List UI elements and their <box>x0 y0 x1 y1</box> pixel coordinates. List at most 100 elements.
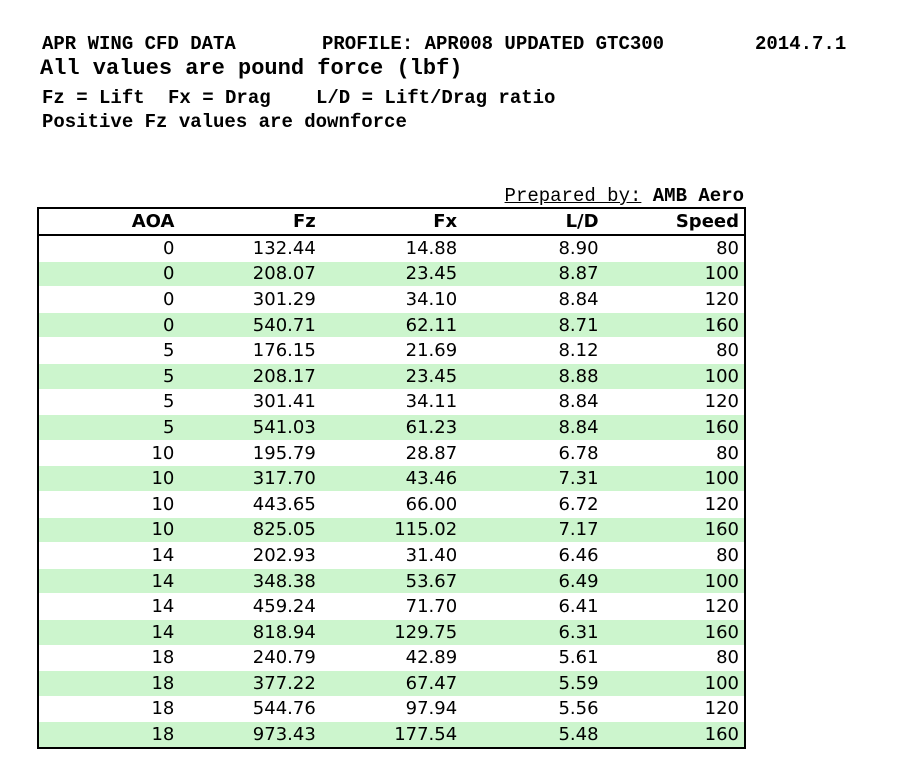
table-cell: 115.02 <box>320 516 463 543</box>
table-cell: 202.93 <box>179 542 321 569</box>
table-cell: 176.15 <box>179 337 321 364</box>
table-cell: 7.31 <box>462 465 604 492</box>
table-cell: 14 <box>38 567 180 594</box>
table-cell: 21.69 <box>320 337 463 364</box>
table-cell: 129.75 <box>320 618 463 645</box>
table-row: 5 541.03 61.23 8.84 160 <box>38 414 745 441</box>
table-cell: 160 <box>603 311 745 338</box>
cfd-data-table: AOA Fz Fx L/D Speed 0 132.44 14.88 8.90 80 0 2… <box>37 207 746 749</box>
table-cell: 541.03 <box>179 414 321 441</box>
table-row: 10 317.70 43.46 7.31 100 <box>38 465 745 492</box>
legend-fz-lift: Fz = Lift <box>42 87 145 109</box>
table-cell: 10 <box>38 465 180 492</box>
profile-label: PROFILE: APR008 UPDATED GTC300 <box>322 33 665 55</box>
table-cell: 28.87 <box>320 439 463 466</box>
table-cell: 18 <box>38 644 180 671</box>
table-cell: 160 <box>603 618 745 645</box>
table-cell: 377.22 <box>179 670 321 697</box>
table-cell: 8.84 <box>462 388 604 415</box>
table-cell: 208.17 <box>179 362 321 390</box>
table-cell: 0 <box>38 286 180 313</box>
units-note: All values are pound force (lbf) <box>40 56 463 81</box>
table-cell: 7.17 <box>462 516 604 543</box>
table-cell: 443.65 <box>179 490 321 518</box>
column-header-aoa: AOA <box>38 208 180 236</box>
table-cell: 80 <box>603 644 745 671</box>
table-cell: 14.88 <box>320 234 463 262</box>
column-header-fx: Fx <box>320 208 463 236</box>
table-cell: 240.79 <box>179 644 321 671</box>
table-cell: 0 <box>38 260 180 287</box>
prepared-by-label: Prepared by: <box>504 185 642 207</box>
table-row: 10 825.05 115.02 7.17 160 <box>38 516 745 543</box>
table-cell: 160 <box>603 721 745 748</box>
table-row: 0 132.44 14.88 8.90 80 <box>38 234 745 262</box>
table-cell: 5.61 <box>462 644 604 671</box>
table-row: 18 973.43 177.54 5.48 160 <box>38 721 745 748</box>
table-cell: 5 <box>38 388 180 415</box>
downforce-note: Positive Fz values are downforce <box>42 111 407 133</box>
table-cell: 31.40 <box>320 542 463 569</box>
table-row: 14 818.94 129.75 6.31 160 <box>38 618 745 645</box>
prepared-by-line: Prepared by: AMB Aero <box>37 187 744 206</box>
table-cell: 100 <box>603 465 745 492</box>
table-cell: 301.29 <box>179 286 321 313</box>
table-row: 0 208.07 23.45 8.87 100 <box>38 260 745 287</box>
table-cell: 825.05 <box>179 516 321 543</box>
legend-ld-ratio: L/D = Lift/Drag ratio <box>316 87 556 109</box>
table-cell: 6.78 <box>462 439 604 466</box>
table-cell: 100 <box>603 260 745 287</box>
table-row: 0 540.71 62.11 8.71 160 <box>38 311 745 338</box>
table-cell: 120 <box>603 593 745 620</box>
table-cell: 5 <box>38 337 180 364</box>
table-cell: 80 <box>603 337 745 364</box>
table-cell: 80 <box>603 234 745 262</box>
table-cell: 18 <box>38 695 180 722</box>
table-cell: 6.46 <box>462 542 604 569</box>
table-cell: 8.84 <box>462 414 604 441</box>
table-cell: 61.23 <box>320 414 463 441</box>
prepared-by-space <box>641 185 652 207</box>
prepared-by-value: AMB Aero <box>652 185 744 207</box>
table-cell: 10 <box>38 439 180 466</box>
table-cell: 100 <box>603 567 745 594</box>
table-cell: 973.43 <box>179 721 321 748</box>
table-cell: 317.70 <box>179 465 321 492</box>
column-header-ld: L/D <box>462 208 604 236</box>
table-cell: 120 <box>603 490 745 518</box>
table-cell: 6.49 <box>462 567 604 594</box>
table-row: 18 240.79 42.89 5.61 80 <box>38 644 745 671</box>
table-cell: 132.44 <box>179 234 321 262</box>
table-cell: 348.38 <box>179 567 321 594</box>
table-cell: 6.72 <box>462 490 604 518</box>
table-cell: 71.70 <box>320 593 463 620</box>
table-cell: 8.84 <box>462 286 604 313</box>
table-cell: 459.24 <box>179 593 321 620</box>
table-cell: 5.56 <box>462 695 604 722</box>
table-cell: 8.87 <box>462 260 604 287</box>
table-cell: 80 <box>603 439 745 466</box>
table-cell: 97.94 <box>320 695 463 722</box>
table-cell: 23.45 <box>320 260 463 287</box>
table-cell: 53.67 <box>320 567 463 594</box>
table-cell: 6.41 <box>462 593 604 620</box>
table-row: 5 176.15 21.69 8.12 80 <box>38 337 745 364</box>
table-row: 10 443.65 66.00 6.72 120 <box>38 490 745 518</box>
table-cell: 0 <box>38 311 180 338</box>
table-cell: 120 <box>603 286 745 313</box>
table-cell: 5 <box>38 362 180 390</box>
table-cell: 160 <box>603 414 745 441</box>
column-header-fz: Fz <box>179 208 321 236</box>
table-cell: 66.00 <box>320 490 463 518</box>
table-cell: 5.48 <box>462 721 604 748</box>
table-row: 0 301.29 34.10 8.84 120 <box>38 286 745 313</box>
table-cell: 42.89 <box>320 644 463 671</box>
table-cell: 8.88 <box>462 362 604 390</box>
table-cell: 5.59 <box>462 670 604 697</box>
table-cell: 120 <box>603 695 745 722</box>
table-cell: 10 <box>38 490 180 518</box>
column-header-speed: Speed <box>603 208 745 236</box>
table-cell: 100 <box>603 670 745 697</box>
table-cell: 80 <box>603 542 745 569</box>
table-cell: 8.71 <box>462 311 604 338</box>
